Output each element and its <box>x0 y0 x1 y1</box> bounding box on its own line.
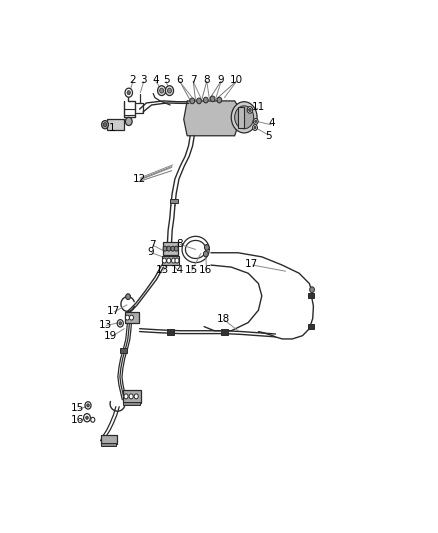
Text: 7: 7 <box>149 239 156 249</box>
Circle shape <box>125 315 130 320</box>
Circle shape <box>130 315 134 320</box>
Text: 4: 4 <box>268 118 276 128</box>
Circle shape <box>167 258 171 263</box>
Text: 2: 2 <box>130 75 136 85</box>
Bar <box>125 312 139 322</box>
Text: 5: 5 <box>163 75 170 85</box>
Text: 19: 19 <box>104 330 117 341</box>
Circle shape <box>162 258 166 263</box>
Circle shape <box>190 98 194 104</box>
Bar <box>124 402 140 406</box>
Bar <box>221 329 228 335</box>
Bar <box>307 293 314 298</box>
Text: 9: 9 <box>218 75 224 85</box>
Circle shape <box>163 246 167 251</box>
Polygon shape <box>184 101 240 136</box>
Text: 15: 15 <box>184 265 198 275</box>
Circle shape <box>203 251 208 257</box>
Text: 17: 17 <box>245 259 258 269</box>
Text: 4: 4 <box>152 75 159 85</box>
Bar <box>120 348 127 353</box>
Circle shape <box>247 107 253 113</box>
Text: 18: 18 <box>217 314 230 324</box>
Circle shape <box>102 120 108 129</box>
Circle shape <box>126 294 131 300</box>
Text: 5: 5 <box>265 131 272 141</box>
Circle shape <box>254 126 256 129</box>
Circle shape <box>254 120 257 123</box>
Circle shape <box>86 416 88 419</box>
Text: 13: 13 <box>156 265 170 275</box>
Text: 16: 16 <box>199 265 212 275</box>
Bar <box>123 390 141 402</box>
Circle shape <box>166 86 173 95</box>
Text: 8: 8 <box>204 75 210 85</box>
Bar <box>238 107 244 127</box>
Circle shape <box>203 97 208 103</box>
Bar <box>107 119 124 130</box>
Circle shape <box>91 417 95 422</box>
Circle shape <box>310 287 314 293</box>
Bar <box>307 324 314 329</box>
Circle shape <box>119 322 122 325</box>
Circle shape <box>85 402 91 409</box>
Text: 9: 9 <box>148 247 154 257</box>
Circle shape <box>158 86 166 95</box>
Circle shape <box>167 246 171 251</box>
Text: 17: 17 <box>106 306 120 316</box>
Circle shape <box>172 258 176 263</box>
Circle shape <box>127 91 131 95</box>
Circle shape <box>125 117 132 126</box>
Circle shape <box>253 125 258 131</box>
Text: 8: 8 <box>177 239 183 249</box>
Text: 6: 6 <box>177 75 183 85</box>
Bar <box>101 435 117 443</box>
Circle shape <box>159 88 164 93</box>
Bar <box>167 329 173 335</box>
Circle shape <box>87 404 89 407</box>
Circle shape <box>197 98 201 104</box>
Text: 1: 1 <box>109 123 116 133</box>
Text: 7: 7 <box>190 75 197 85</box>
Text: 14: 14 <box>170 265 184 275</box>
Circle shape <box>129 394 133 399</box>
Text: 13: 13 <box>99 320 112 329</box>
Circle shape <box>124 394 128 399</box>
Circle shape <box>249 108 251 111</box>
Circle shape <box>253 118 258 124</box>
Bar <box>170 199 178 204</box>
Bar <box>162 243 178 255</box>
Circle shape <box>84 414 90 422</box>
Circle shape <box>167 88 172 93</box>
Bar <box>101 443 116 447</box>
Bar <box>162 256 179 265</box>
Circle shape <box>103 123 107 127</box>
Circle shape <box>134 394 138 399</box>
Circle shape <box>117 320 124 327</box>
Text: 12: 12 <box>133 174 146 184</box>
Text: 3: 3 <box>140 75 147 85</box>
Circle shape <box>235 106 254 129</box>
Circle shape <box>175 258 179 263</box>
Text: 11: 11 <box>252 102 265 112</box>
Circle shape <box>231 102 257 133</box>
Text: 10: 10 <box>230 75 243 85</box>
Circle shape <box>171 246 175 251</box>
Circle shape <box>205 245 209 251</box>
Circle shape <box>210 96 215 102</box>
Circle shape <box>174 246 178 251</box>
Text: 16: 16 <box>71 415 85 425</box>
Circle shape <box>217 97 222 103</box>
Circle shape <box>125 88 132 97</box>
Text: 15: 15 <box>71 403 85 413</box>
